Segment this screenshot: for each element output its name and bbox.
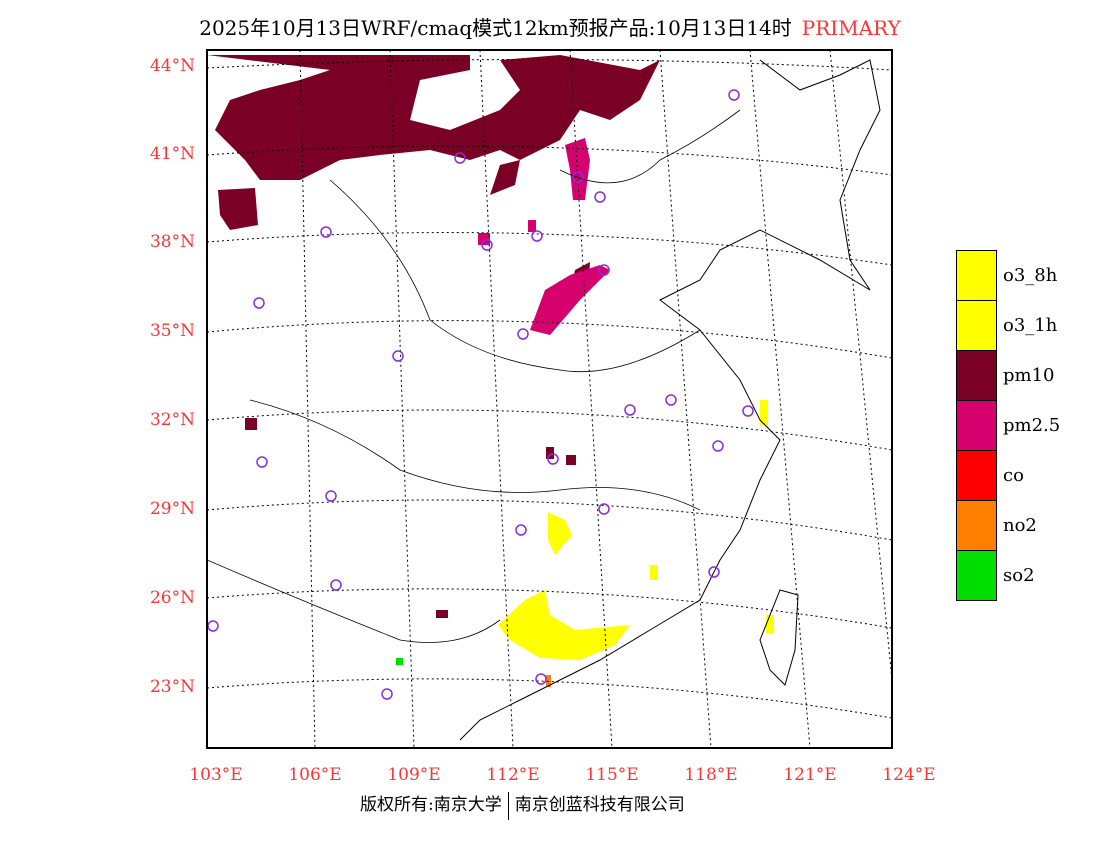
o3-area <box>548 512 572 555</box>
o3-area <box>498 590 630 660</box>
lon-label: 118°E <box>684 765 738 785</box>
legend-label: o3_8h <box>1003 264 1058 286</box>
legend-item: o3_1h <box>956 300 1060 350</box>
lat-label: 26°N <box>149 588 195 608</box>
legend-item: so2 <box>956 549 1060 601</box>
city-marker <box>742 405 754 417</box>
lon-label: 112°E <box>486 765 540 785</box>
lon-label: 115°E <box>585 765 639 785</box>
pm10-area <box>490 160 520 195</box>
city-marker <box>330 579 342 591</box>
city-marker <box>381 688 393 700</box>
legend-label: no2 <box>1003 514 1037 536</box>
title-tag: PRIMARY <box>801 16 901 40</box>
legend-item: o3_8h <box>956 250 1060 300</box>
city-marker <box>535 673 547 685</box>
lon-label: 106°E <box>288 765 342 785</box>
city-marker <box>594 191 606 203</box>
city-marker <box>256 456 268 468</box>
map-frame <box>206 49 893 749</box>
city-marker <box>320 226 332 238</box>
legend-item: no2 <box>956 500 1060 550</box>
lat-label: 35°N <box>149 321 195 341</box>
lon-label: 109°E <box>387 765 441 785</box>
lon-label: 121°E <box>783 765 837 785</box>
city-marker <box>392 350 404 362</box>
taiwan <box>759 589 799 686</box>
copyright-right: 南京创蓝科技有限公司 <box>514 795 685 815</box>
lat-label: 44°N <box>149 56 195 76</box>
legend-label: pm10 <box>1003 364 1055 386</box>
legend-swatch <box>956 250 997 300</box>
copyright-footer: 版权所有:南京大学 南京创蓝科技有限公司 <box>360 790 685 820</box>
legend-label: o3_1h <box>1003 314 1058 336</box>
city-marker <box>624 404 636 416</box>
legend-swatch <box>956 300 997 350</box>
city-marker <box>515 524 527 536</box>
legend-swatch <box>956 549 997 601</box>
lat-label: 23°N <box>149 677 195 697</box>
legend-swatch <box>956 500 997 550</box>
city-marker <box>325 490 337 502</box>
legend-swatch <box>956 350 997 400</box>
title-text: 2025年10月13日WRF/cmaq模式12km预报产品:10月13日14时 <box>199 16 792 40</box>
lon-label: 124°E <box>882 765 936 785</box>
city-marker <box>598 503 610 515</box>
legend-item: pm10 <box>956 350 1060 400</box>
city-marker <box>708 566 720 578</box>
city-marker <box>598 264 610 276</box>
pm10-area <box>218 188 258 230</box>
city-marker <box>665 394 677 406</box>
lat-label: 29°N <box>149 499 195 519</box>
legend-item: co <box>956 450 1060 500</box>
map-title: 2025年10月13日WRF/cmaq模式12km预报产品:10月13日14时 P… <box>0 12 1100 41</box>
city-marker <box>207 620 219 632</box>
pm10-area <box>207 55 660 180</box>
station-markers <box>207 89 754 700</box>
legend-label: so2 <box>1003 564 1035 586</box>
legend: o3_8h o3_1h pm10 pm2.5 co no2 so2 <box>956 250 1060 601</box>
pm25-area <box>530 265 610 335</box>
legend-item: pm2.5 <box>956 400 1060 450</box>
pm25-area <box>565 138 590 200</box>
city-marker <box>481 239 493 251</box>
lat-label: 32°N <box>149 410 195 430</box>
city-marker <box>531 230 543 242</box>
coastline <box>459 59 881 741</box>
city-marker <box>712 440 724 452</box>
city-marker <box>547 453 559 465</box>
lat-label: 41°N <box>149 144 195 164</box>
city-marker <box>517 328 529 340</box>
city-marker <box>253 297 265 309</box>
copyright-left: 版权所有:南京大学 <box>360 795 502 815</box>
legend-swatch <box>956 400 997 450</box>
legend-label: co <box>1003 464 1024 486</box>
city-marker <box>454 152 466 164</box>
lon-label: 103°E <box>189 765 243 785</box>
legend-label: pm2.5 <box>1003 414 1061 436</box>
legend-swatch <box>956 450 997 500</box>
lat-label: 38°N <box>149 232 195 252</box>
city-marker <box>572 171 584 183</box>
city-marker <box>728 89 740 101</box>
